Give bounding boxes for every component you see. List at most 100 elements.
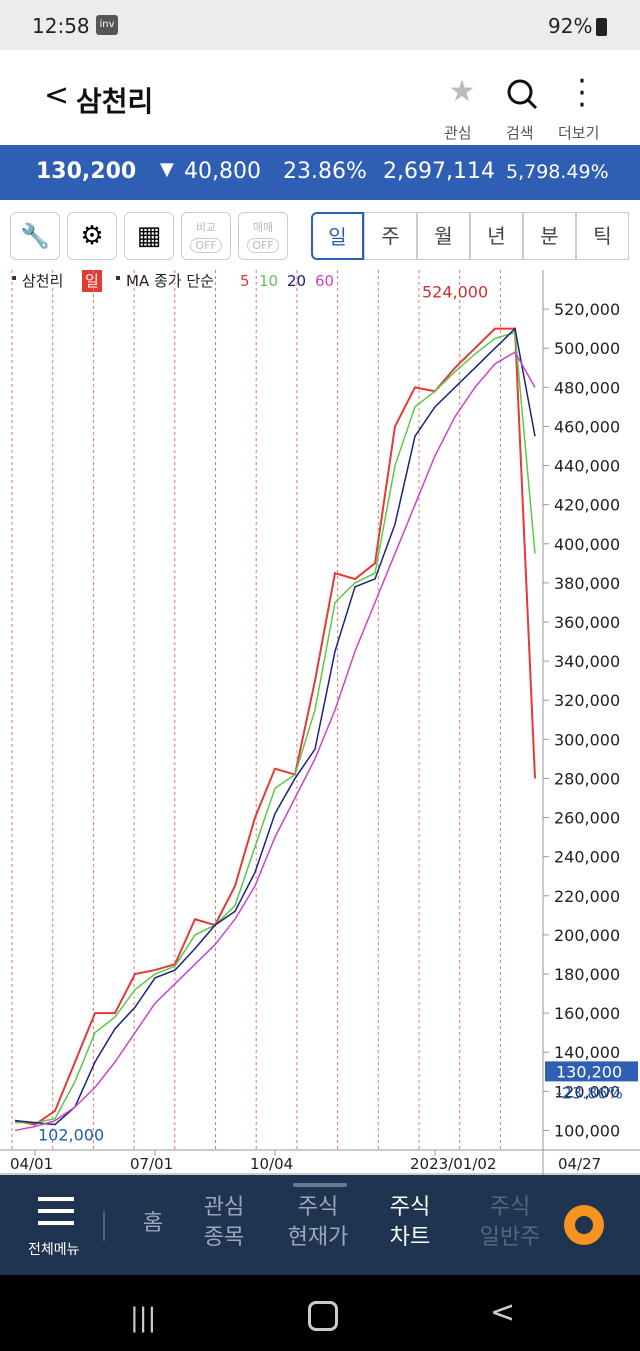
nav-label: 현재가 <box>287 1225 349 1250</box>
legend-entry: 10 <box>259 272 278 290</box>
legend-entry: 60 <box>315 272 334 290</box>
battery: 92% <box>548 14 593 38</box>
y-tick-label: 480,000 <box>554 378 620 397</box>
period-tab[interactable]: 월 <box>417 212 470 260</box>
nav-label: 주식 <box>489 1195 531 1220</box>
y-tick-label: 400,000 <box>554 535 620 554</box>
y-tick-label: 440,000 <box>554 457 620 476</box>
turnover: 5,798.49% <box>506 161 609 183</box>
y-tick-label: 320,000 <box>554 691 620 710</box>
rate: 23.86% <box>283 159 367 184</box>
y-tick-label: 160,000 <box>554 1004 620 1023</box>
period-tab[interactable]: 주 <box>364 212 417 260</box>
nav-label: 홈 <box>142 1211 164 1236</box>
battery-icon <box>596 18 607 36</box>
menu-label: 전체메뉴 <box>28 1242 80 1258</box>
back-nav[interactable]: < <box>490 1295 516 1330</box>
nav-label: 종목 <box>203 1225 245 1250</box>
period-tab[interactable]: 년 <box>470 212 523 260</box>
search-glyph <box>507 79 538 110</box>
y-tick-label: 140,000 <box>554 1043 620 1062</box>
recent-button[interactable]: ||| <box>130 1303 157 1333</box>
legend-entry: 20 <box>287 272 306 290</box>
y-tick-label: 200,000 <box>554 926 620 945</box>
legend-period: 일 <box>85 272 99 290</box>
action-label: 검색 <box>506 124 534 142</box>
legend-entry: 5 <box>240 272 250 290</box>
y-tick-label: 120,000 <box>554 1082 620 1101</box>
time: 12:58 <box>32 14 90 38</box>
price: 130,200 <box>36 159 137 184</box>
header: < 삼천리 ★ · · · 관심 검색 더보기 <box>0 50 640 145</box>
fab[interactable] <box>564 1205 604 1245</box>
y-tick-label: 360,000 <box>554 613 620 632</box>
change: 40,800 <box>184 159 261 184</box>
star-icon[interactable]: ★ <box>448 74 476 109</box>
quote-bar: 130,200 ▼ 40,800 23.86% 2,697,114 5,798.… <box>0 145 640 200</box>
high-label: 524,000 <box>422 282 488 301</box>
bottom-nav: 전체메뉴 홈 관심 종목 주식 현재가 주식 차트 주식 일반주 <box>0 1175 640 1275</box>
y-tick-label: 520,000 <box>554 300 620 319</box>
x-tick-label: 2023/01/02 <box>410 1155 496 1173</box>
volume: 2,697,114 <box>383 159 495 184</box>
chart: 삼천리 일 MA 종가 단순 100,000 120,000 140,000 160,… <box>0 270 640 1175</box>
handle <box>293 1183 347 1187</box>
low-label: 102,000 <box>38 1126 104 1145</box>
y-tick-label: 280,000 <box>554 769 620 788</box>
legend-bullet <box>12 276 16 280</box>
x-tick-label: 04/01 <box>10 1155 53 1173</box>
period-tab[interactable]: 틱 <box>576 212 629 260</box>
action-label: 관심 <box>444 124 472 142</box>
trade-toggle[interactable]: 매매 OFF <box>238 212 288 260</box>
down-arrow: ▼ <box>160 159 174 180</box>
toggle-state: OFF <box>190 238 222 253</box>
y-tick-label: 460,000 <box>554 417 620 436</box>
nav-item[interactable]: 주식 차트 <box>370 1193 450 1253</box>
toggle-label: 비교 <box>195 221 217 234</box>
nav-label: 관심 <box>203 1195 245 1220</box>
toggle-label: 매매 <box>252 221 274 234</box>
back-button[interactable]: < <box>44 78 70 113</box>
y-tick-label: 220,000 <box>554 887 620 906</box>
divider <box>103 1211 105 1241</box>
period-tab[interactable]: 분 <box>523 212 576 260</box>
period-tab[interactable]: 일 <box>311 212 364 260</box>
current-date: 04/27 <box>558 1155 601 1173</box>
search-icon[interactable] <box>500 76 544 116</box>
y-tick-label: 100,000 <box>554 1121 620 1140</box>
nav-label: 일반주 <box>479 1225 541 1250</box>
current-label: 130,200 <box>556 1062 622 1081</box>
legend-bullet <box>116 276 120 280</box>
status-bar: 12:58 inv 92% <box>0 0 640 50</box>
ma-line <box>14 351 536 1132</box>
x-tick-label: 10/04 <box>250 1155 293 1173</box>
ma-line <box>14 327 536 1126</box>
ma-line <box>15 331 536 1124</box>
more-icon[interactable]: · · · <box>577 64 587 123</box>
y-tick-label: 180,000 <box>554 965 620 984</box>
home-button[interactable] <box>308 1301 338 1331</box>
y-tick-label: 420,000 <box>554 496 620 515</box>
ma-line <box>14 327 536 1126</box>
compare-toggle[interactable]: 비교 OFF <box>181 212 231 260</box>
tool-button[interactable]: 🔧 <box>10 212 60 260</box>
menu-icon[interactable] <box>38 1197 74 1225</box>
legend-period-bg <box>82 270 102 292</box>
settings-button[interactable]: ⚙ <box>67 212 117 260</box>
stock-title[interactable]: 삼천리 <box>76 85 154 118</box>
y-tick-label: 380,000 <box>554 574 620 593</box>
y-tick-label: 300,000 <box>554 730 620 749</box>
nav-item[interactable]: 홈 <box>113 1209 193 1239</box>
legend: 삼천리 일 MA 종가 단순 <box>12 270 214 292</box>
nav-label: 주식 <box>297 1195 339 1220</box>
nav-label: 차트 <box>389 1225 431 1250</box>
layout-button[interactable]: ▦ <box>124 212 174 260</box>
x-tick-label: 07/01 <box>130 1155 173 1173</box>
y-tick-label: 260,000 <box>554 809 620 828</box>
app-icon: inv <box>96 15 118 35</box>
